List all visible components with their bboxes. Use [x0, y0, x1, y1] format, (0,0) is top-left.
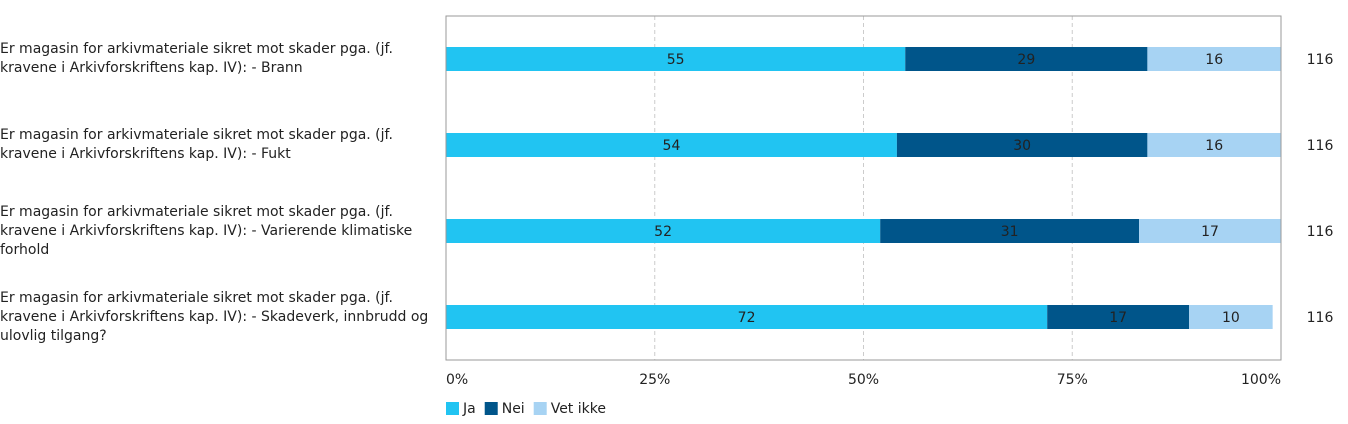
category-label: Er magasin for arkivmateriale sikret mot…	[0, 203, 413, 258]
total-label: 116	[1307, 224, 1334, 240]
bar-segment	[446, 133, 897, 157]
x-tick-label: 50%	[848, 372, 879, 388]
data-label: 52	[654, 224, 672, 240]
data-label: 55	[667, 52, 685, 68]
data-label: 17	[1201, 224, 1219, 240]
x-tick-label: 100%	[1241, 372, 1281, 388]
bar-segment	[1147, 47, 1281, 71]
data-label: 30	[1013, 138, 1031, 154]
data-label: 29	[1017, 52, 1035, 68]
data-label: 10	[1222, 310, 1240, 326]
bar-segment	[1147, 133, 1281, 157]
legend-label: Nei	[502, 401, 525, 417]
data-label: 31	[1001, 224, 1019, 240]
bar-segment	[1139, 219, 1281, 243]
legend-label: Vet ikke	[551, 401, 606, 417]
legend-swatch	[533, 402, 547, 415]
legend-swatch	[484, 402, 498, 415]
legend-swatch	[446, 402, 459, 415]
legend-label: Ja	[462, 401, 476, 417]
bar-segment	[1189, 305, 1273, 329]
x-tick-label: 0%	[446, 372, 468, 388]
bar-segment	[1047, 305, 1190, 329]
bar-segment	[880, 219, 1140, 243]
data-label: 16	[1205, 138, 1223, 154]
data-label: 17	[1109, 310, 1127, 326]
bar-segment	[446, 305, 1048, 329]
x-tick-label: 25%	[639, 372, 670, 388]
data-label: 72	[738, 310, 756, 326]
category-label: Er magasin for arkivmateriale sikret mot…	[0, 41, 393, 76]
total-label: 116	[1307, 310, 1334, 326]
category-label: Er magasin for arkivmateriale sikret mot…	[0, 127, 393, 162]
category-label: Er magasin for arkivmateriale sikret mot…	[0, 289, 429, 344]
bar-segment	[905, 47, 1148, 71]
total-label: 116	[1307, 52, 1334, 68]
data-label: 54	[663, 138, 681, 154]
bar-segment	[896, 133, 1148, 157]
plot-border	[445, 15, 1282, 361]
x-tick-label: 75%	[1057, 372, 1088, 388]
bar-segment	[446, 219, 881, 243]
bar-segment	[446, 47, 906, 71]
data-label: 16	[1205, 52, 1223, 68]
total-label: 116	[1307, 138, 1334, 154]
